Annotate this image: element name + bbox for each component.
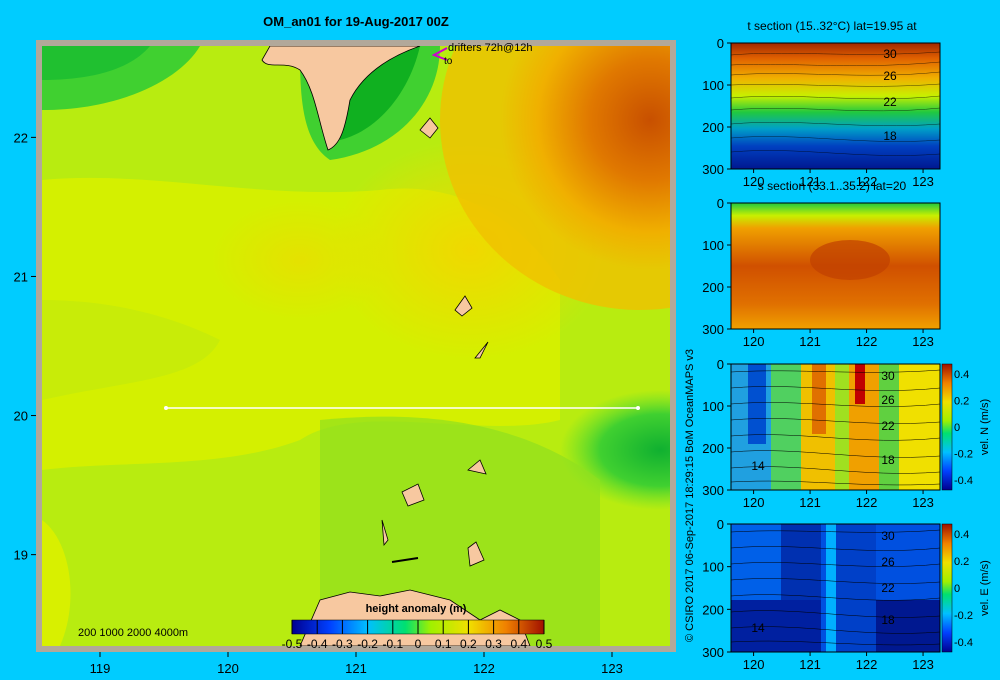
section-x-tick-label: 121 [799, 174, 821, 189]
map-y-tick-label: 22 [14, 130, 28, 145]
section-y-tick-label: 200 [702, 441, 724, 456]
section-x-tick-label: 120 [743, 657, 765, 672]
map-colorbar: height anomaly (m) -0.5 -0.4 -0.3 -0.2 -0.1 0… [282, 603, 553, 651]
colorbar-tick-label: -0.2 [357, 637, 378, 651]
vel-n-panel: vel. N (m/s) [730, 363, 991, 491]
height-anomaly-map: drifters 72h@12h to 200 1000 2000 4000m [36, 40, 676, 652]
t-section-title: t section (15..32°C) lat=19.95 at [747, 19, 917, 33]
section-colorbar-tick-label: -0.4 [954, 475, 973, 487]
section-colorbar-tick-label: 0.2 [954, 556, 969, 568]
map-y-axis: 22 21 20 19 [14, 130, 36, 563]
section-y-tick-label: 300 [702, 162, 724, 177]
contour-label: 14 [751, 459, 765, 473]
section-colorbar-tick-label: -0.2 [954, 449, 973, 461]
vel-e-panel: vel. E (m/s) [730, 523, 991, 653]
section-x-tick-label: 120 [743, 334, 765, 349]
section-x-tick-label: 123 [912, 174, 934, 189]
section-y-tick-label: 0 [717, 357, 724, 372]
section-y-tick-label: 100 [702, 78, 724, 93]
section-colorbar-tick-label: 0 [954, 583, 960, 595]
section-y-tick-label: 300 [702, 322, 724, 337]
colorbar-tick-label: 0.5 [536, 637, 553, 651]
section-x-tick-label: 123 [912, 495, 934, 510]
section-y-tick-label: 100 [702, 238, 724, 253]
drifter-to-label: to [444, 56, 453, 67]
section-colorbar-tick-label: -0.4 [954, 637, 973, 649]
vel-n-colorbar-label: vel. N (m/s) [979, 399, 991, 455]
s-section-panel: s section (33.1..35.2) lat=20 [730, 179, 941, 330]
contour-label: 18 [881, 613, 895, 627]
vel-e-colorbar-label: vel. E (m/s) [979, 560, 991, 616]
section-y-tick-label: 100 [702, 560, 724, 575]
map-x-tick-label: 122 [473, 661, 495, 676]
section-colorbar-tick-label: 0 [954, 422, 960, 434]
section-y-tick-label: 300 [702, 483, 724, 498]
section-y-tick-label: 0 [717, 196, 724, 211]
section-y-tick-label: 300 [702, 645, 724, 660]
section-x-tick-label: 122 [856, 174, 878, 189]
section-x-tick-label: 120 [743, 174, 765, 189]
contour-label: 14 [751, 621, 765, 635]
colorbar-tick-label: 0.4 [510, 637, 527, 651]
contour-label: 26 [881, 393, 895, 407]
colorbar-title: height anomaly (m) [366, 603, 467, 615]
map-y-tick-label: 21 [14, 269, 28, 284]
colorbar-tick-label: -0.5 [282, 637, 303, 651]
section-x-tick-label: 123 [912, 657, 934, 672]
section-y-tick-label: 200 [702, 280, 724, 295]
main-title: OM_an01 for 19-Aug-2017 00Z [263, 14, 449, 29]
section-y-tick-label: 200 [702, 602, 724, 617]
section-y-tick-label: 0 [717, 36, 724, 51]
contour-label: 18 [881, 453, 895, 467]
t-section-panel: t section (15..32°C) lat=19.95 at [730, 19, 941, 170]
section-x-tick-label: 123 [912, 334, 934, 349]
section-x-tick-label: 121 [799, 657, 821, 672]
contour-label: 22 [881, 581, 895, 595]
credit-text: © CSIRO 2017 06-Sep-2017 18:29:15 BoM Oc… [684, 348, 696, 642]
contour-label: 26 [881, 555, 895, 569]
section-y-tick-label: 100 [702, 399, 724, 414]
contour-label: 22 [881, 419, 895, 433]
map-x-tick-label: 119 [90, 661, 111, 676]
section-colorbar-tick-label: -0.2 [954, 610, 973, 622]
colorbar-tick-label: 0.3 [485, 637, 502, 651]
section-y-tick-label: 0 [717, 517, 724, 532]
section-x-tick-label: 121 [799, 495, 821, 510]
colorbar-tick-label: -0.3 [332, 637, 353, 651]
section-colorbar-tick-label: 0.2 [954, 396, 969, 408]
colorbar-tick-label: 0.1 [435, 637, 452, 651]
map-y-tick-label: 20 [14, 409, 28, 424]
colorbar-tick-label: 0.2 [460, 637, 477, 651]
section-x-tick-label: 122 [856, 334, 878, 349]
map-x-tick-label: 121 [345, 661, 367, 676]
section-x-tick-label: 120 [743, 495, 765, 510]
colorbar-tick-label: -0.4 [307, 637, 328, 651]
section-x-tick-label: 122 [856, 495, 878, 510]
section-y-tick-label: 200 [702, 120, 724, 135]
section-x-tick-label: 122 [856, 657, 878, 672]
depth-legend: 200 1000 2000 4000m [78, 627, 188, 639]
contour-label: 18 [883, 129, 897, 143]
section-colorbar-tick-label: 0.4 [954, 369, 969, 381]
drifter-label: drifters 72h@12h [448, 42, 533, 54]
contour-label: 30 [881, 369, 895, 383]
contour-label: 22 [883, 95, 897, 109]
map-x-tick-label: 123 [601, 661, 623, 676]
map-x-tick-label: 120 [217, 661, 239, 676]
contour-label: 30 [881, 529, 895, 543]
map-y-tick-label: 19 [14, 548, 28, 563]
contour-label: 26 [883, 69, 897, 83]
contour-label: 30 [883, 47, 897, 61]
section-x-tick-label: 121 [799, 334, 821, 349]
map-x-axis: 119 120 121 122 123 [90, 652, 623, 676]
colorbar-tick-label: 0 [415, 637, 422, 651]
colorbar-tick-label: -0.1 [382, 637, 403, 651]
s-section-title: s section (33.1..35.2) lat=20 [758, 179, 907, 193]
section-colorbar-tick-label: 0.4 [954, 529, 969, 541]
